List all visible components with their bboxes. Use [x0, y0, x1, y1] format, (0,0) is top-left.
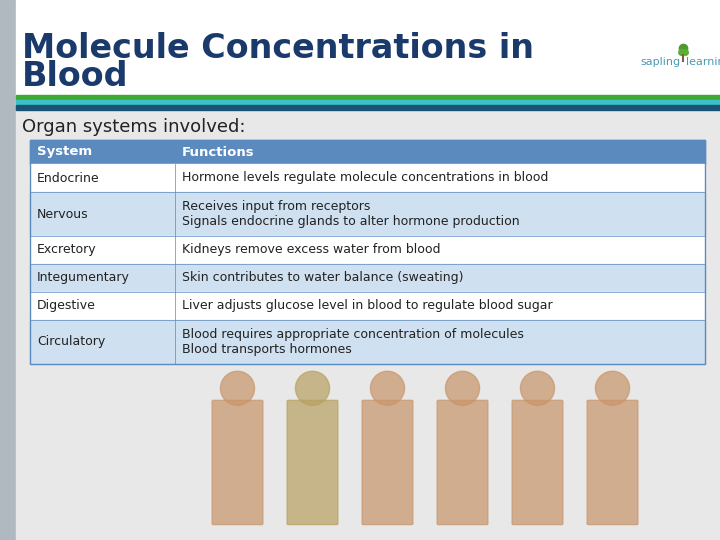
Text: Circulatory: Circulatory — [37, 335, 105, 348]
Text: Functions: Functions — [182, 145, 255, 159]
Text: Molecule Concentrations in: Molecule Concentrations in — [22, 32, 534, 65]
Text: learning: learning — [686, 57, 720, 67]
Text: Blood: Blood — [22, 60, 128, 93]
Bar — [30, 164, 705, 192]
Text: Endocrine: Endocrine — [37, 172, 99, 185]
FancyBboxPatch shape — [287, 400, 338, 524]
FancyBboxPatch shape — [437, 400, 488, 524]
Text: Organ systems involved:: Organ systems involved: — [22, 118, 246, 136]
Bar — [16, 105, 720, 110]
Circle shape — [370, 371, 405, 406]
Text: System: System — [37, 145, 92, 159]
Text: Skin contributes to water balance (sweating): Skin contributes to water balance (sweat… — [182, 272, 464, 285]
Bar — [0, 0, 16, 540]
Text: Digestive: Digestive — [37, 300, 96, 313]
Text: Nervous: Nervous — [37, 207, 89, 220]
Bar — [30, 192, 705, 236]
Bar — [16, 0, 720, 105]
Circle shape — [295, 371, 330, 406]
Bar — [16, 95, 720, 100]
Text: Hormone levels regulate molecule concentrations in blood: Hormone levels regulate molecule concent… — [182, 172, 549, 185]
Text: Integumentary: Integumentary — [37, 272, 130, 285]
Circle shape — [595, 371, 629, 406]
Bar — [30, 236, 705, 264]
Text: Signals endocrine glands to alter hormone production: Signals endocrine glands to alter hormon… — [182, 215, 520, 228]
Bar — [16, 110, 720, 540]
Circle shape — [521, 371, 554, 406]
FancyBboxPatch shape — [512, 400, 563, 524]
Bar — [30, 292, 705, 320]
Text: Receives input from receptors: Receives input from receptors — [182, 200, 371, 213]
Bar — [30, 320, 705, 364]
Text: Blood transports hormones: Blood transports hormones — [182, 343, 352, 356]
Bar — [30, 140, 705, 364]
Text: sapling: sapling — [640, 57, 680, 67]
Circle shape — [220, 371, 255, 406]
Circle shape — [446, 371, 480, 406]
FancyBboxPatch shape — [587, 400, 638, 524]
Text: Kidneys remove excess water from blood: Kidneys remove excess water from blood — [182, 244, 441, 256]
Bar — [30, 264, 705, 292]
Text: Liver adjusts glucose level in blood to regulate blood sugar: Liver adjusts glucose level in blood to … — [182, 300, 553, 313]
Text: Excretory: Excretory — [37, 244, 96, 256]
Text: Blood requires appropriate concentration of molecules: Blood requires appropriate concentration… — [182, 328, 524, 341]
Bar — [30, 140, 705, 164]
Bar — [16, 100, 720, 105]
FancyBboxPatch shape — [362, 400, 413, 524]
FancyBboxPatch shape — [212, 400, 263, 524]
